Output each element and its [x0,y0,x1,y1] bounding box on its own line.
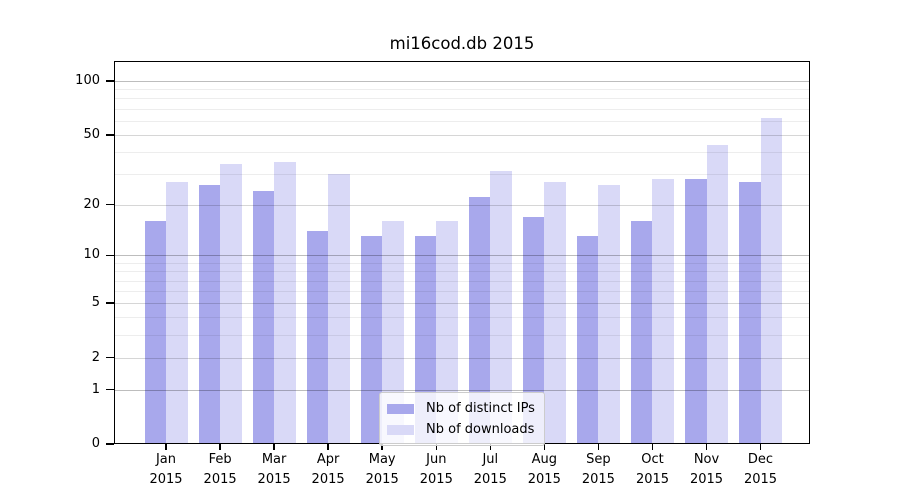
bar-ips-oct [630,221,653,444]
bar-downloads-jun [436,221,458,444]
legend-label-distinct-ips: Nb of distinct IPs [426,401,535,416]
gridline-4 [114,317,810,319]
bar-ips-mar [252,190,275,444]
y-tick-label-2: 2 [91,349,100,365]
x-tick-label-aug: Aug 2015 [527,452,561,487]
y-tick-mark-0 [106,443,114,445]
bar-downloads-jan [166,181,188,444]
gridline-60 [114,120,810,122]
x-tick-label-oct: Oct 2015 [635,452,670,487]
y-tick-mark-1 [106,388,114,391]
x-tick-label-jun: Jun 2015 [419,452,453,487]
bar-ips-apr [306,231,329,444]
bar-ips-may [360,236,383,444]
gridline-5 [114,303,810,305]
y-tick-mark-2 [106,356,114,359]
legend: Nb of distinct IPs Nb of downloads [379,392,545,446]
x-tick-label-may: May 2015 [365,452,399,487]
x-tick-label-dec: Dec 2015 [743,452,778,487]
x-tick-mark-nov [705,444,708,450]
y-tick-label-20: 20 [83,196,100,212]
bar-downloads-oct [652,179,674,444]
x-tick-mark-jan [165,444,167,450]
legend-swatch-distinct-ips [387,403,414,414]
legend-row-distinct-ips: Nb of distinct IPs [387,398,535,419]
y-tick-label-1: 1 [91,381,100,397]
y-tick-label-5: 5 [91,295,100,311]
x-tick-label-apr: Apr 2015 [311,452,345,487]
gridline-50 [114,134,810,136]
bar-ips-dec [739,181,761,444]
gridline-70 [114,108,810,110]
plot-area [114,61,810,444]
bar-ips-feb [198,184,221,444]
y-tick-mark-100 [106,80,114,82]
bar-downloads-may [382,221,404,444]
gridline-10 [114,255,810,257]
x-tick-mark-dec [759,444,762,450]
gridline-100 [114,81,810,82]
gridline-6 [114,291,810,292]
gridline-1 [114,389,810,391]
x-tick-label-feb: Feb 2015 [203,452,237,487]
gridline-20 [114,204,810,206]
x-tick-label-jul: Jul 2015 [473,452,507,487]
x-tick-mark-sep [597,444,600,450]
x-tick-mark-jul [489,444,491,450]
y-tick-mark-20 [106,203,114,206]
x-tick-mark-oct [651,444,654,450]
bar-downloads-nov [706,144,728,444]
bars-layer [114,61,810,444]
gridline-30 [114,173,810,175]
x-tick-mark-apr [327,444,329,450]
bar-downloads-aug [544,181,566,444]
grid-layer [114,61,810,444]
y-tick-label-100: 100 [75,73,100,88]
y-tick-label-0: 0 [91,436,100,451]
y-tick-label-10: 10 [83,247,100,263]
legend-label-downloads: Nb of downloads [426,422,535,437]
gridline-90 [114,89,810,91]
bar-downloads-feb [220,164,242,444]
legend-row-downloads: Nb of downloads [387,419,535,440]
y-tick-mark-5 [106,302,114,304]
y-tick-mark-10 [106,254,114,257]
y-tick-mark-50 [106,134,114,136]
bar-ips-jan [144,221,166,444]
x-tick-label-mar: Mar 2015 [257,452,291,487]
gridline-2 [114,357,810,359]
x-tick-mark-may [381,444,383,450]
bar-downloads-sep [598,184,620,444]
bar-ips-nov [685,179,707,444]
x-tick-mark-jun [435,444,437,450]
chart-title: mi16cod.db 2015 [389,34,535,53]
legend-swatch-downloads [387,424,414,435]
x-tick-mark-feb [219,444,221,450]
gridline-7 [114,280,810,282]
x-tick-mark-mar [273,444,275,450]
bar-downloads-dec [760,118,783,444]
gridline-8 [114,271,810,273]
bar-ips-aug [522,216,545,444]
x-tick-label-jan: Jan 2015 [149,452,183,487]
bar-downloads-mar [274,162,296,444]
bar-ips-sep [576,236,599,444]
x-tick-mark-aug [543,444,546,450]
gridline-40 [114,151,810,153]
x-tick-label-sep: Sep 2015 [581,452,615,487]
bar-downloads-apr [328,173,350,444]
gridline-3 [114,335,810,336]
bar-downloads-jul [490,171,512,444]
x-tick-label-nov: Nov 2015 [689,452,724,487]
gridline-9 [114,262,810,264]
gridline-80 [114,98,810,100]
y-tick-label-50: 50 [83,126,100,142]
bar-ips-jul [468,197,491,444]
